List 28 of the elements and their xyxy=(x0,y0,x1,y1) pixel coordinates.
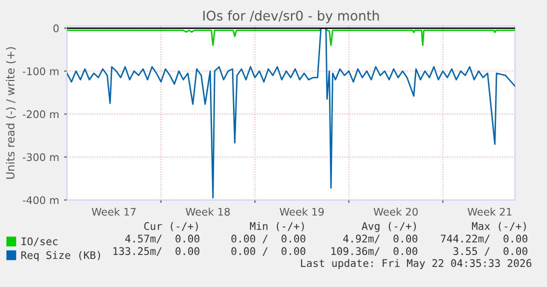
text: Min (-/+) xyxy=(250,222,304,232)
x-tick-label: Week 19 xyxy=(280,208,324,216)
text: 0.00 / 0.00 xyxy=(231,247,306,256)
text: 0.00 / 0.00 xyxy=(231,234,306,244)
line-series xyxy=(67,27,515,199)
x-tick-label: Week 21 xyxy=(468,208,512,216)
x-tick-label: Week 18 xyxy=(186,208,230,216)
y-tick-label: -100 m xyxy=(22,67,58,76)
x-tick-label: Week 17 xyxy=(92,208,136,216)
y-tick-label: -400 m xyxy=(22,196,58,204)
chart-title: IOs for /dev/sr0 - by month xyxy=(203,10,379,24)
x-tick-label: Week 20 xyxy=(374,208,418,216)
text: Cur (-/+) xyxy=(144,222,198,232)
text: 109.36m/ 0.00 xyxy=(331,247,418,256)
y-axis-title: Units read (-) / write (+) xyxy=(6,47,16,179)
text: 3.55 / 0.00 xyxy=(453,247,528,256)
text: Avg (-/+) xyxy=(362,222,416,232)
text: Max (-/+) xyxy=(472,222,526,232)
legend-label: IO/sec xyxy=(22,237,58,246)
text: Last update: Fri May 22 04:35:33 2026 xyxy=(301,258,532,270)
y-tick-label: -200 m xyxy=(22,110,58,118)
legend-label: Req Size (KB) xyxy=(21,251,100,262)
text: 133.25m/ 0.00 xyxy=(113,247,200,256)
y-tick-label: -300 m xyxy=(22,153,58,162)
text: 744.22m/ 0.00 xyxy=(440,234,528,244)
text: 4.57m/ 0.00 xyxy=(125,234,200,244)
text: 4.92m/ 0.00 xyxy=(343,234,418,244)
y-tick-label: 0 xyxy=(53,24,59,32)
